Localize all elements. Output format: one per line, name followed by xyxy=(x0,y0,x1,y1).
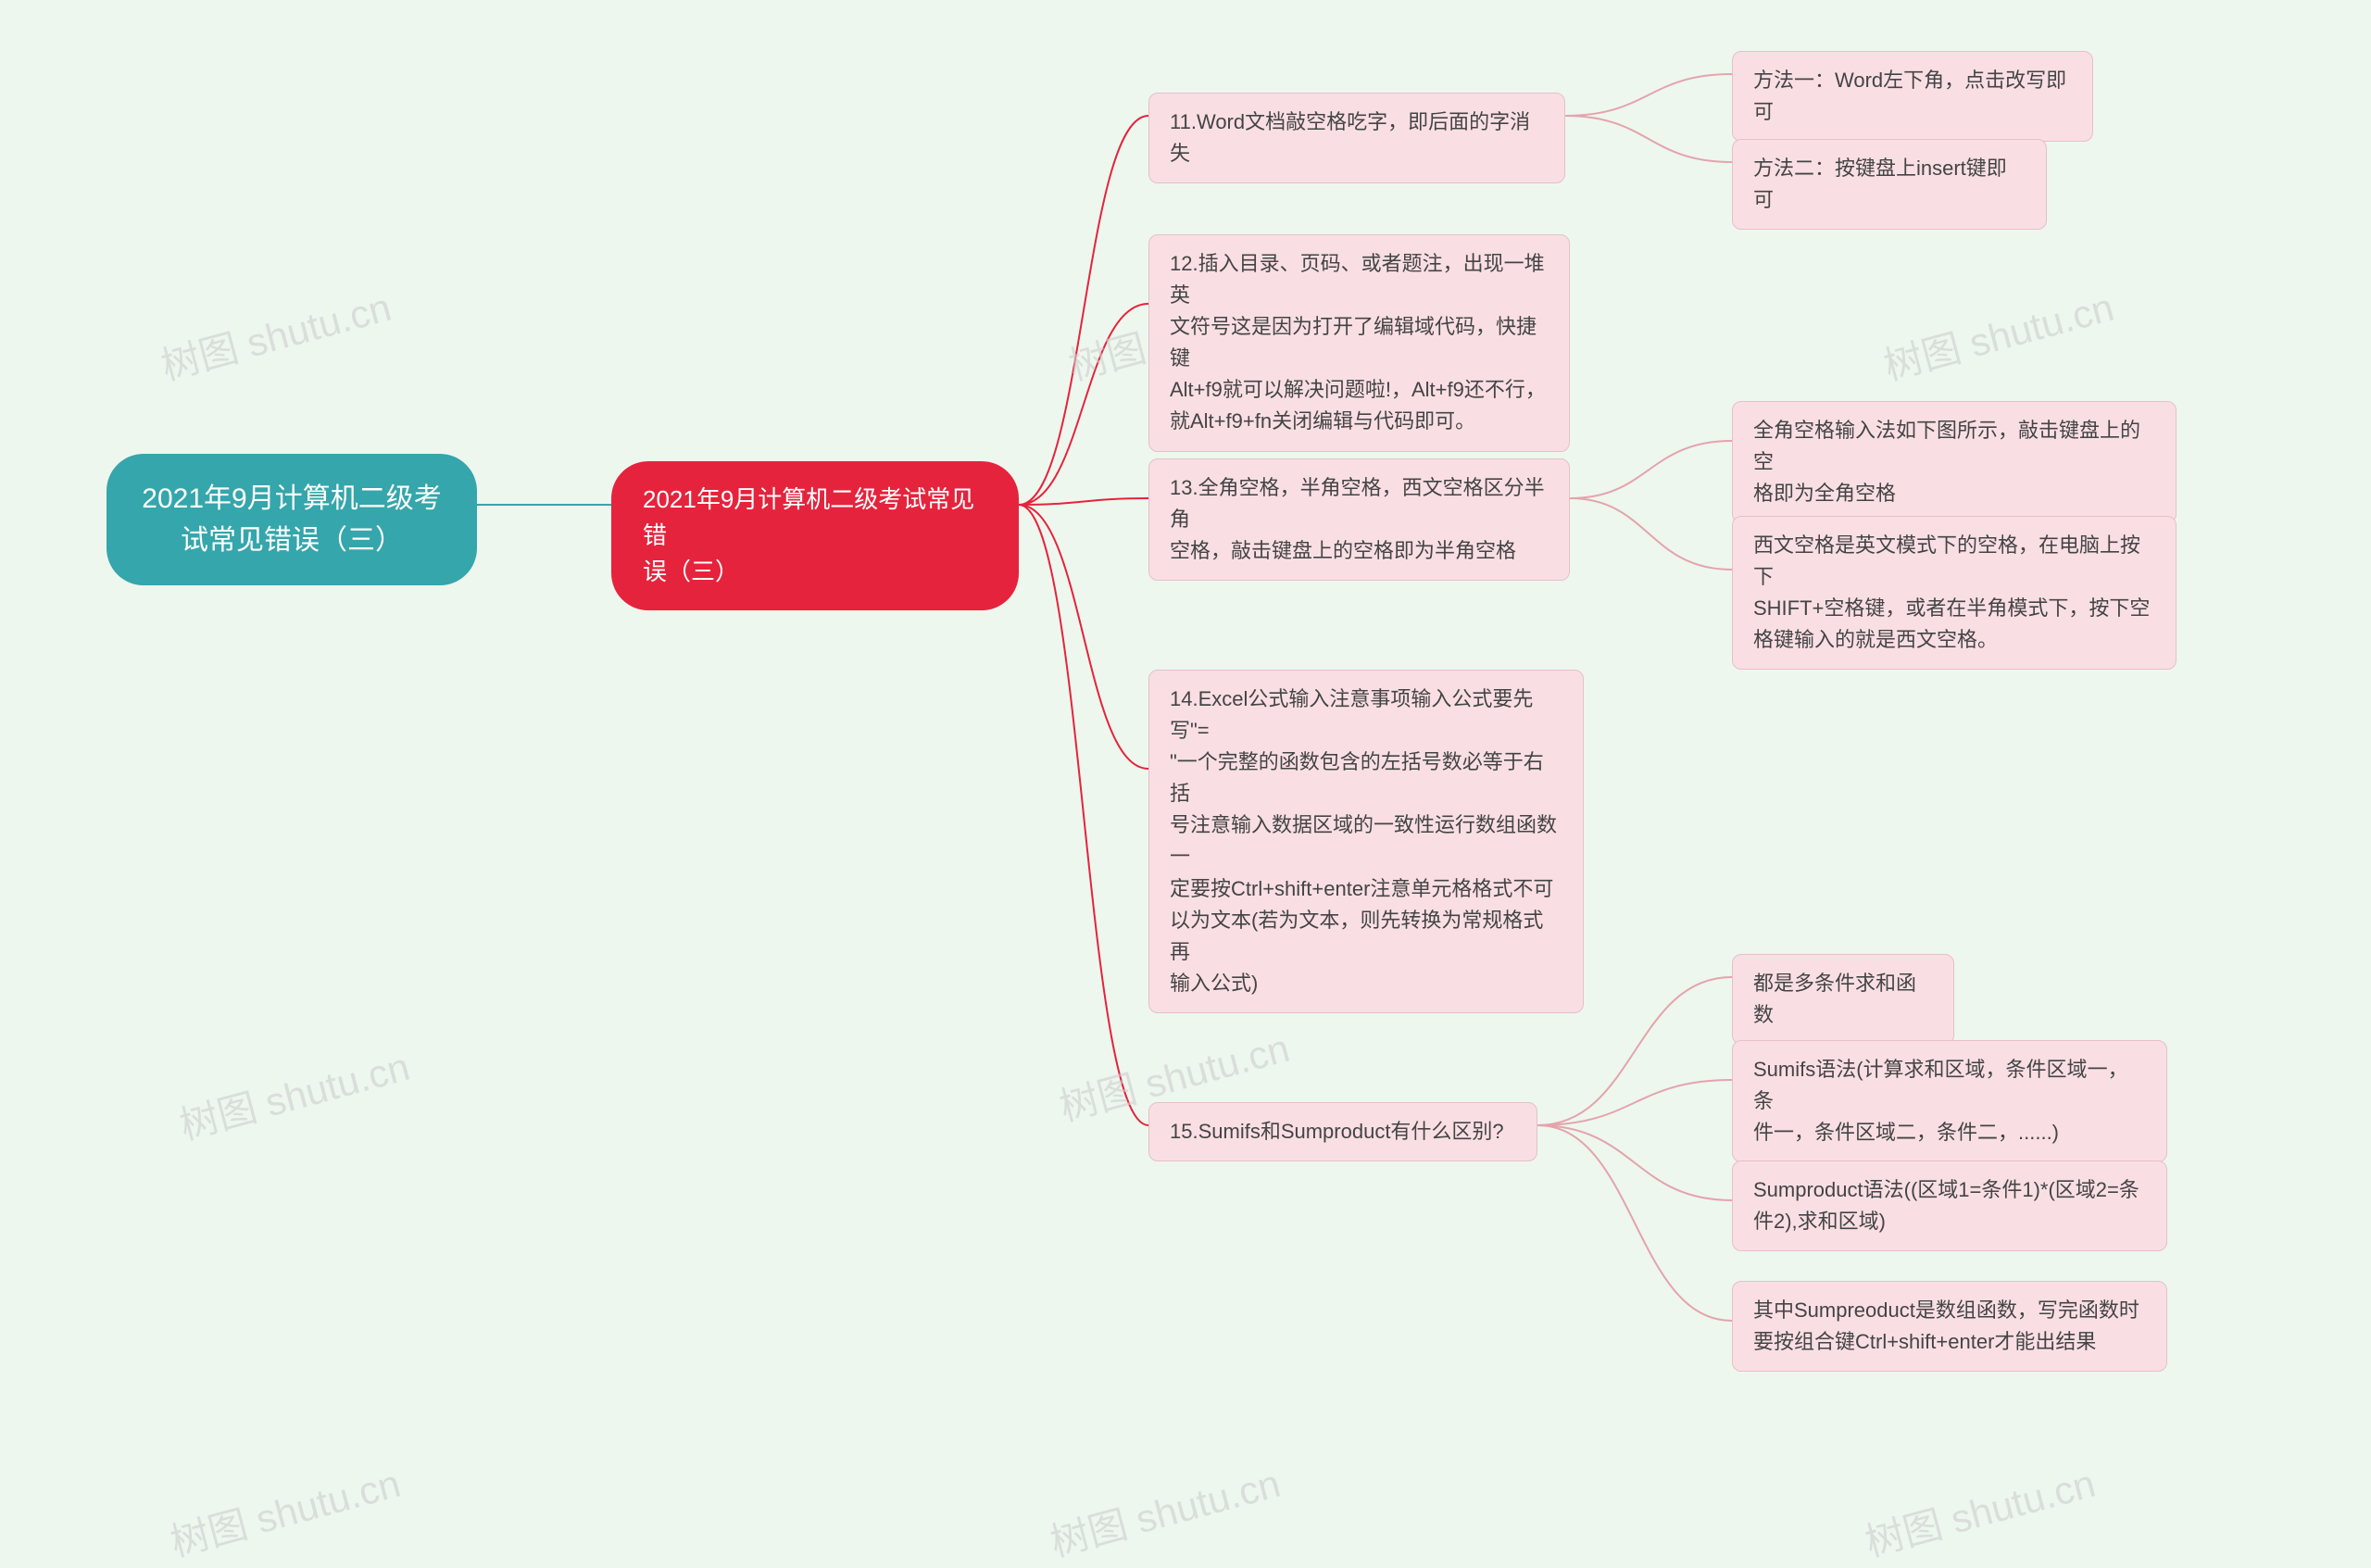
mindmap-root[interactable]: 2021年9月计算机二级考 试常见错误（三） xyxy=(107,454,477,585)
branch-node-15[interactable]: 15.Sumifs和Sumproduct有什么区别? xyxy=(1148,1102,1537,1161)
branch-text: 11.Word文档敲空格吃字，即后面的字消失 xyxy=(1170,110,1530,165)
leaf-text: Sumifs语法(计算求和区域，条件区域一，条 件一，条件区域二，条件二，...… xyxy=(1753,1058,2128,1144)
branch-text: 12.插入目录、页码、或者题注，出现一堆英 文符号这是因为打开了编辑域代码，快捷… xyxy=(1170,252,1546,433)
watermark: 树图 shutu.cn xyxy=(1043,1452,1286,1568)
leaf-node-15b[interactable]: Sumifs语法(计算求和区域，条件区域一，条 件一，条件区域二，条件二，...… xyxy=(1732,1040,2167,1162)
watermark: 树图 shutu.cn xyxy=(154,276,396,392)
watermark: 树图 shutu.cn xyxy=(1858,1452,2101,1568)
leaf-node-13b[interactable]: 西文空格是英文模式下的空格，在电脑上按下 SHIFT+空格键，或者在半角模式下，… xyxy=(1732,516,2177,670)
root-text: 2021年9月计算机二级考 试常见错误（三） xyxy=(142,483,441,556)
leaf-node-15c[interactable]: Sumproduct语法((区域1=条件1)*(区域2=条 件2),求和区域) xyxy=(1732,1160,2167,1251)
branch-text: 15.Sumifs和Sumproduct有什么区别? xyxy=(1170,1120,1504,1143)
subtitle-text: 2021年9月计算机二级考试常见错 误（三） xyxy=(643,485,974,585)
leaf-node-13a[interactable]: 全角空格输入法如下图所示，敲击键盘上的空 格即为全角空格 xyxy=(1732,401,2177,523)
branch-node-12[interactable]: 12.插入目录、页码、或者题注，出现一堆英 文符号这是因为打开了编辑域代码，快捷… xyxy=(1148,234,1570,452)
leaf-node-15a[interactable]: 都是多条件求和函数 xyxy=(1732,954,1954,1045)
leaf-text: 都是多条件求和函数 xyxy=(1753,972,1916,1026)
leaf-node-15d[interactable]: 其中Sumpreoduct是数组函数，写完函数时 要按组合键Ctrl+shift… xyxy=(1732,1281,2167,1372)
branch-text: 14.Excel公式输入注意事项输入公式要先写"= "一个完整的函数包含的左括号… xyxy=(1170,687,1557,995)
branch-node-14[interactable]: 14.Excel公式输入注意事项输入公式要先写"= "一个完整的函数包含的左括号… xyxy=(1148,670,1584,1013)
leaf-text: 全角空格输入法如下图所示，敲击键盘上的空 格即为全角空格 xyxy=(1753,419,2140,505)
leaf-text: 方法二：按键盘上insert键即可 xyxy=(1753,157,2007,211)
watermark: 树图 shutu.cn xyxy=(1876,276,2119,392)
leaf-text: Sumproduct语法((区域1=条件1)*(区域2=条 件2),求和区域) xyxy=(1753,1178,2139,1233)
leaf-node-11a[interactable]: 方法一：Word左下角，点击改写即可 xyxy=(1732,51,2093,142)
mindmap-subtitle[interactable]: 2021年9月计算机二级考试常见错 误（三） xyxy=(611,461,1019,610)
branch-node-13[interactable]: 13.全角空格，半角空格，西文空格区分半角 空格，敲击键盘上的空格即为半角空格 xyxy=(1148,458,1570,581)
leaf-node-11b[interactable]: 方法二：按键盘上insert键即可 xyxy=(1732,139,2047,230)
leaf-text: 西文空格是英文模式下的空格，在电脑上按下 SHIFT+空格键，或者在半角模式下，… xyxy=(1753,533,2150,651)
leaf-text: 方法一：Word左下角，点击改写即可 xyxy=(1753,69,2066,123)
watermark: 树图 shutu.cn xyxy=(163,1452,406,1568)
branch-node-11[interactable]: 11.Word文档敲空格吃字，即后面的字消失 xyxy=(1148,93,1565,183)
watermark: 树图 shutu.cn xyxy=(172,1035,415,1151)
branch-text: 13.全角空格，半角空格，西文空格区分半角 空格，敲击键盘上的空格即为半角空格 xyxy=(1170,476,1545,562)
leaf-text: 其中Sumpreoduct是数组函数，写完函数时 要按组合键Ctrl+shift… xyxy=(1753,1298,2139,1353)
